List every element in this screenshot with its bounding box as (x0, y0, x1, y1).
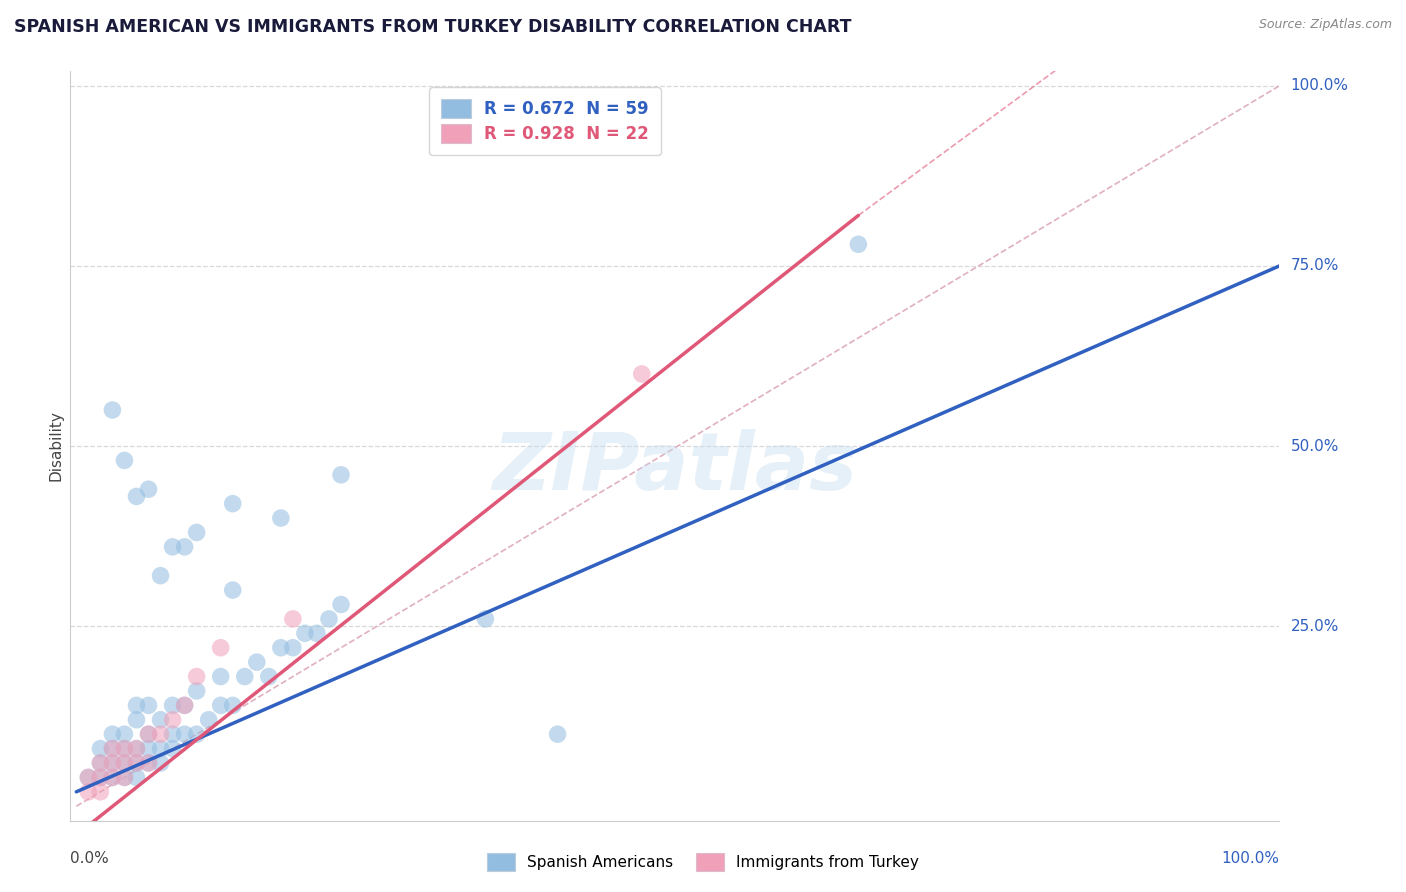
Point (89, 785, 111, 799)
Point (294, 626, 316, 640)
Point (222, 583, 245, 598)
Text: SPANISH AMERICAN VS IMMIGRANTS FROM TURKEY DISABILITY CORRELATION CHART: SPANISH AMERICAN VS IMMIGRANTS FROM TURK… (14, 18, 852, 36)
Text: 100.0%: 100.0% (1291, 78, 1348, 94)
Point (125, 756, 148, 770)
Point (547, 727, 569, 741)
Point (114, 741, 136, 756)
Point (209, 698, 232, 713)
Point (101, 727, 124, 741)
Text: ZIPatlas: ZIPatlas (492, 429, 858, 508)
Point (246, 655, 269, 669)
Point (89, 771, 111, 785)
Point (149, 568, 172, 582)
Point (222, 497, 245, 511)
Legend: Spanish Americans, Immigrants from Turkey: Spanish Americans, Immigrants from Turke… (478, 844, 928, 880)
Text: 50.0%: 50.0% (1291, 439, 1339, 453)
Point (209, 669, 232, 683)
Point (149, 756, 172, 770)
Point (162, 741, 184, 756)
Text: Source: ZipAtlas.com: Source: ZipAtlas.com (1258, 18, 1392, 31)
Point (630, 367, 652, 381)
Y-axis label: Disability: Disability (48, 410, 63, 482)
Point (101, 741, 124, 756)
Point (330, 598, 353, 612)
Point (173, 727, 195, 741)
Point (846, 237, 869, 252)
Text: 25.0%: 25.0% (1291, 619, 1339, 633)
Point (162, 713, 184, 727)
Point (149, 741, 172, 756)
Point (114, 771, 136, 785)
Point (281, 612, 304, 626)
Point (257, 669, 280, 683)
Point (125, 756, 148, 770)
Point (125, 698, 148, 713)
Point (209, 640, 232, 655)
Point (474, 612, 496, 626)
Point (138, 698, 160, 713)
Point (138, 727, 160, 741)
Point (173, 698, 195, 713)
Point (101, 771, 124, 785)
Point (125, 713, 148, 727)
Point (162, 540, 184, 554)
Point (125, 490, 148, 504)
Point (138, 482, 160, 496)
Point (173, 540, 195, 554)
Point (77, 771, 100, 785)
Point (114, 756, 136, 770)
Point (114, 771, 136, 785)
Point (101, 771, 124, 785)
Text: 75.0%: 75.0% (1291, 259, 1339, 273)
Point (101, 756, 124, 770)
Point (114, 727, 136, 741)
Point (89, 741, 111, 756)
Point (281, 640, 304, 655)
Point (77, 785, 100, 799)
Point (186, 525, 208, 540)
Point (114, 756, 136, 770)
Point (330, 467, 353, 482)
Point (149, 727, 172, 741)
Point (114, 741, 136, 756)
Point (197, 713, 219, 727)
Point (89, 756, 111, 770)
Text: 100.0%: 100.0% (1222, 851, 1279, 866)
Point (222, 698, 245, 713)
Point (125, 741, 148, 756)
Point (270, 640, 292, 655)
Point (101, 756, 124, 770)
Point (186, 684, 208, 698)
Point (233, 669, 256, 683)
Point (138, 727, 160, 741)
Point (149, 713, 172, 727)
Point (89, 756, 111, 770)
Point (186, 727, 208, 741)
Point (138, 741, 160, 756)
Point (125, 741, 148, 756)
Point (101, 741, 124, 756)
Point (138, 756, 160, 770)
Point (114, 453, 136, 467)
Point (173, 698, 195, 713)
Text: 0.0%: 0.0% (70, 851, 110, 866)
Point (186, 669, 208, 683)
Point (162, 727, 184, 741)
Point (101, 403, 124, 417)
Point (89, 771, 111, 785)
Point (77, 771, 100, 785)
Point (270, 511, 292, 525)
Point (138, 756, 160, 770)
Point (162, 698, 184, 713)
Point (318, 612, 340, 626)
Legend: R = 0.672  N = 59, R = 0.928  N = 22: R = 0.672 N = 59, R = 0.928 N = 22 (429, 87, 661, 155)
Point (125, 771, 148, 785)
Point (305, 626, 328, 640)
